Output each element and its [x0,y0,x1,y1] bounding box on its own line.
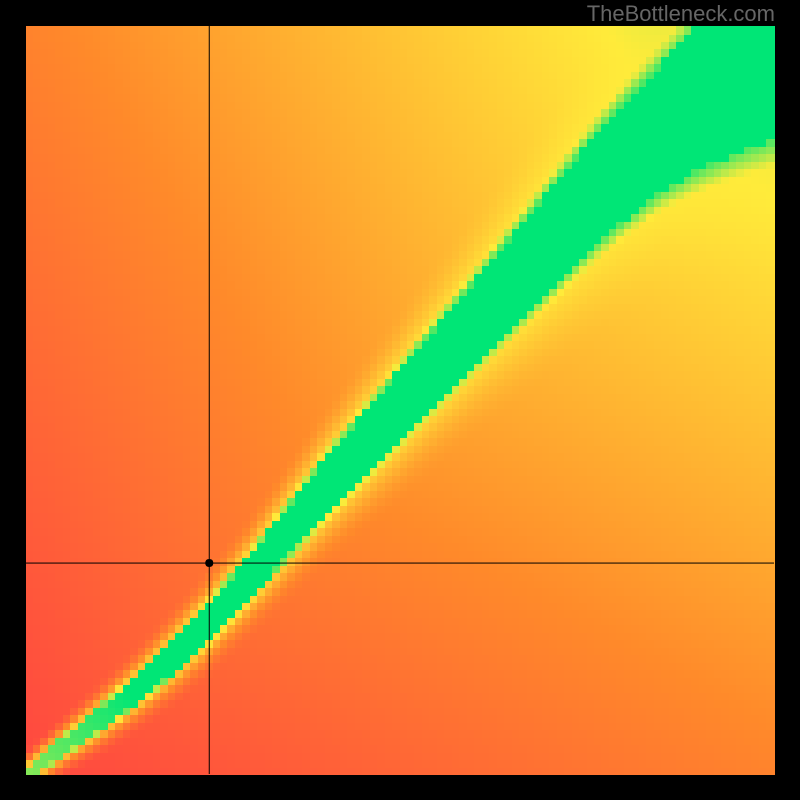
bottleneck-heatmap [0,0,800,800]
watermark-text: TheBottleneck.com [587,1,775,27]
